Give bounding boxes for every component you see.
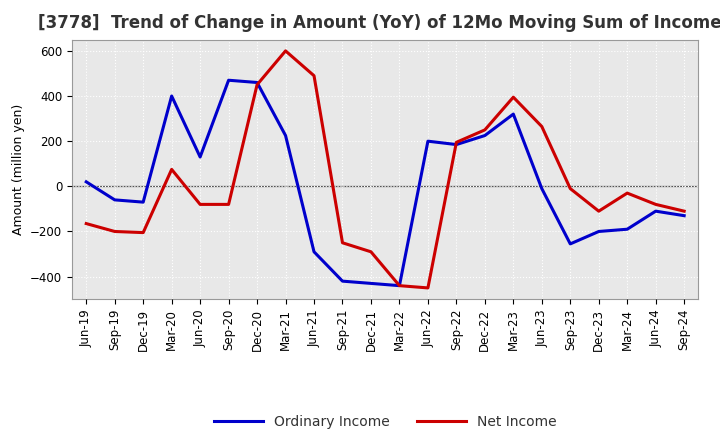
Ordinary Income (395, 283, 404, 288)
Net Income (139, 230, 148, 235)
Ordinary Income (282, 133, 290, 138)
Legend: Ordinary Income, Net Income: Ordinary Income, Net Income (214, 415, 557, 429)
Ordinary Income (423, 139, 432, 144)
Line: Net Income: Net Income (86, 51, 684, 288)
Ordinary Income (366, 281, 375, 286)
Title: [3778]  Trend of Change in Amount (YoY) of 12Mo Moving Sum of Incomes: [3778] Trend of Change in Amount (YoY) o… (38, 15, 720, 33)
Net Income (253, 82, 261, 88)
Ordinary Income (253, 80, 261, 85)
Net Income (310, 73, 318, 78)
Ordinary Income (537, 186, 546, 191)
Net Income (452, 139, 461, 145)
Ordinary Income (338, 279, 347, 284)
Ordinary Income (623, 227, 631, 232)
Ordinary Income (310, 249, 318, 254)
Line: Ordinary Income: Ordinary Income (86, 80, 684, 286)
Ordinary Income (452, 142, 461, 147)
Ordinary Income (480, 133, 489, 138)
Net Income (366, 249, 375, 254)
Net Income (282, 48, 290, 54)
Y-axis label: Amount (million yen): Amount (million yen) (12, 104, 24, 235)
Ordinary Income (110, 197, 119, 202)
Ordinary Income (566, 241, 575, 246)
Net Income (680, 209, 688, 214)
Ordinary Income (139, 199, 148, 205)
Ordinary Income (196, 154, 204, 160)
Net Income (423, 285, 432, 290)
Net Income (338, 240, 347, 246)
Net Income (82, 221, 91, 226)
Ordinary Income (509, 111, 518, 117)
Net Income (566, 186, 575, 191)
Net Income (509, 95, 518, 100)
Net Income (395, 283, 404, 288)
Ordinary Income (595, 229, 603, 234)
Net Income (480, 127, 489, 132)
Net Income (623, 191, 631, 196)
Ordinary Income (225, 77, 233, 83)
Ordinary Income (82, 179, 91, 184)
Net Income (225, 202, 233, 207)
Net Income (196, 202, 204, 207)
Ordinary Income (652, 209, 660, 214)
Net Income (167, 167, 176, 172)
Net Income (537, 124, 546, 129)
Net Income (652, 202, 660, 207)
Net Income (595, 209, 603, 214)
Net Income (110, 229, 119, 234)
Ordinary Income (167, 93, 176, 99)
Ordinary Income (680, 213, 688, 218)
